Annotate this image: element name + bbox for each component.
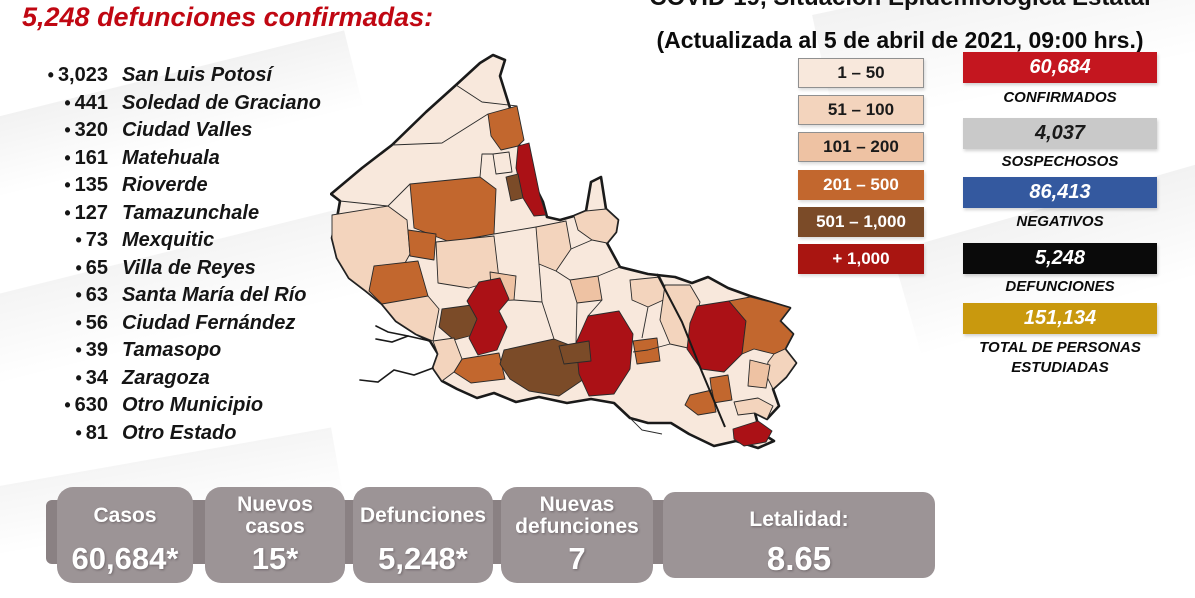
estudiadas-value-box: 151,134 bbox=[963, 303, 1157, 334]
card-value: 15* bbox=[251, 541, 299, 576]
death-count: • 34 bbox=[75, 367, 108, 389]
death-count: • 630 bbox=[64, 394, 108, 416]
death-count: • 81 bbox=[75, 422, 108, 444]
municipality-name: Villa de Reyes bbox=[122, 257, 256, 279]
municipality-name: Tamazunchale bbox=[122, 202, 260, 224]
death-count: • 65 bbox=[75, 257, 108, 279]
slp-choropleth-map bbox=[330, 53, 798, 450]
death-count: • 56 bbox=[75, 312, 108, 334]
municipality-name: Otro Municipio bbox=[122, 394, 264, 416]
municipality-name: Soledad de Graciano bbox=[122, 92, 321, 114]
plateau-huasteca-boundary bbox=[656, 273, 726, 428]
card-defunciones: Defunciones 5,248* bbox=[353, 487, 493, 583]
bullet-icon: • bbox=[75, 313, 82, 333]
card-label: Defunciones bbox=[359, 503, 487, 527]
card-nuevos-casos: Nuevos casos 15* bbox=[205, 487, 345, 583]
bullet-icon: • bbox=[64, 395, 71, 415]
bullet-icon: • bbox=[64, 203, 71, 223]
bullet-icon: • bbox=[75, 258, 82, 278]
main-title: COVID-19, Situación Epidemiológica Estat… bbox=[608, 0, 1192, 60]
estudiadas-label: TOTAL DE PERSONAS ESTUDIADAS bbox=[979, 339, 1141, 376]
bullet-icon: • bbox=[64, 148, 71, 168]
legend-item-1-50: 1 – 50 bbox=[798, 58, 924, 88]
card-label: Nuevos casos bbox=[237, 492, 313, 538]
legend-item-1000-plus: + 1,000 bbox=[798, 244, 924, 274]
legend-item-201-500: 201 – 500 bbox=[798, 170, 924, 200]
main-title-line2: (Actualizada al 5 de abril de 2021, 09:0… bbox=[656, 27, 1144, 53]
bullet-icon: • bbox=[64, 175, 71, 195]
bullet-icon: • bbox=[75, 230, 82, 250]
legend-item-51-100: 51 – 100 bbox=[798, 95, 924, 125]
bullet-icon: • bbox=[47, 65, 54, 85]
municipality-name: Tamasopo bbox=[122, 339, 222, 361]
confirmados-value-box: 60,684 bbox=[963, 52, 1157, 83]
municipality-name: San Luis Potosí bbox=[122, 64, 273, 86]
card-value: 60,684* bbox=[71, 541, 179, 576]
municipality-name: Mexquitic bbox=[122, 229, 215, 251]
death-count: • 39 bbox=[75, 339, 108, 361]
card-casos: Casos 60,684* bbox=[57, 487, 193, 583]
card-letalidad: Letalidad: 8.65 bbox=[663, 492, 935, 578]
defunciones-value-box: 5,248 bbox=[963, 243, 1157, 274]
bullet-icon: • bbox=[75, 340, 82, 360]
municipality-name: Santa María del Río bbox=[122, 284, 307, 306]
bullet-icon: • bbox=[75, 423, 82, 443]
card-value: 7 bbox=[568, 541, 586, 576]
death-count: • 135 bbox=[64, 174, 108, 196]
death-count: • 441 bbox=[64, 92, 108, 114]
card-nuevas-defunciones: Nuevas defunciones 7 bbox=[501, 487, 653, 583]
negativos-value-box: 86,413 bbox=[963, 177, 1157, 208]
municipality-name: Matehuala bbox=[122, 147, 220, 169]
card-label: Casos bbox=[93, 503, 157, 527]
municipality-name: Zaragoza bbox=[122, 367, 210, 389]
municipality-name: Otro Estado bbox=[122, 422, 237, 444]
card-label: Nuevas defunciones bbox=[515, 492, 639, 538]
internal-borders bbox=[339, 84, 671, 435]
main-title-line1: COVID-19, Situación Epidemiológica Estat… bbox=[608, 0, 1192, 12]
municipalities bbox=[331, 105, 797, 447]
municipality-name: Ciudad Valles bbox=[122, 119, 253, 141]
bullet-icon: • bbox=[64, 120, 71, 140]
bullet-icon: • bbox=[75, 285, 82, 305]
sospechosos-label: SOSPECHOSOS bbox=[1001, 153, 1119, 170]
death-count: • 63 bbox=[75, 284, 108, 306]
bullet-icon: • bbox=[64, 93, 71, 113]
municipality-name: Ciudad Fernández bbox=[122, 312, 296, 334]
death-count: • 73 bbox=[75, 229, 108, 251]
death-count: • 320 bbox=[64, 119, 108, 141]
card-label: Letalidad: bbox=[749, 507, 849, 531]
municipality-name: Rioverde bbox=[122, 174, 208, 196]
negativos-label: NEGATIVOS bbox=[1016, 213, 1104, 230]
bullet-icon: • bbox=[75, 368, 82, 388]
death-count: • 3,023 bbox=[47, 64, 108, 86]
deaths-title: 5,248 defunciones confirmadas: bbox=[22, 2, 434, 32]
sospechosos-value-box: 4,037 bbox=[963, 118, 1157, 149]
card-value: 8.65 bbox=[766, 540, 832, 577]
defunciones-label: DEFUNCIONES bbox=[1005, 278, 1115, 295]
death-count: • 127 bbox=[64, 202, 108, 224]
card-value: 5,248* bbox=[378, 541, 468, 576]
boundary-tails bbox=[359, 325, 434, 383]
legend-item-101-200: 101 – 200 bbox=[798, 132, 924, 162]
legend-item-501-1000: 501 – 1,000 bbox=[798, 207, 924, 237]
confirmados-label: CONFIRMADOS bbox=[1003, 89, 1117, 106]
death-count: • 161 bbox=[64, 147, 108, 169]
